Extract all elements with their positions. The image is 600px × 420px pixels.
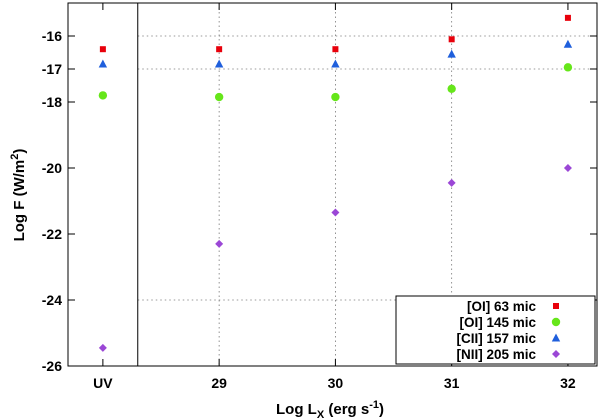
data-point-triangle [98, 59, 108, 68]
x-axis-title: Log LX (erg s-1) [276, 399, 384, 420]
x-tick-label: 30 [328, 375, 344, 391]
data-points [98, 14, 573, 352]
data-point-circle [214, 92, 224, 102]
data-point-circle [331, 92, 340, 102]
legend-marker-circle [551, 317, 561, 327]
data-point-diamond [98, 343, 107, 352]
legend-box [395, 295, 596, 365]
plot-frame [67, 2, 598, 367]
y-tick-label: -20 [42, 160, 62, 176]
data-point-square [448, 36, 455, 43]
legend-label: [CII] 157 mic [456, 331, 536, 346]
y-tick-label: -26 [42, 358, 62, 374]
legend-marker-triangle [551, 333, 561, 342]
data-point-diamond [215, 239, 224, 248]
y-tick-label: -17 [42, 61, 62, 77]
y-axis-title: Log F (W/m2) [9, 149, 28, 242]
legend-marker-diamond [552, 350, 560, 358]
legend-label: [OI] 63 mic [467, 299, 537, 314]
data-point-circle [98, 91, 108, 100]
data-point-triangle [331, 59, 340, 68]
y-tick-label: -22 [42, 226, 62, 242]
x-tick-label: 31 [444, 375, 460, 391]
y-tick-label: -18 [42, 94, 62, 110]
data-point-square [99, 46, 106, 53]
x-tick-label: UV [93, 375, 113, 391]
data-point-square [216, 46, 223, 53]
x-axis: UV 29 30 31 32 [93, 3, 576, 391]
data-point-diamond [563, 164, 572, 172]
x-tick-label: 32 [560, 375, 576, 391]
legend-marker-square [553, 303, 559, 309]
data-point-diamond [331, 208, 340, 217]
y-axis: -16 -17 -18 -20 -22 -24 -26 [42, 28, 597, 374]
legend: [OI] 63 mic[OI] 145 mic[CII] 157 mic[NII… [395, 295, 596, 365]
data-point-square [564, 14, 571, 21]
data-point-circle [447, 84, 456, 94]
legend-label: [NII] 205 mic [456, 347, 536, 362]
y-tick-label: -16 [42, 28, 62, 44]
data-point-circle [563, 63, 573, 72]
x-tick-label: 29 [211, 375, 227, 391]
data-point-square [332, 46, 339, 53]
data-point-diamond [447, 178, 456, 187]
data-point-triangle [563, 39, 573, 48]
y-tick-label: -24 [42, 292, 62, 308]
data-point-triangle [214, 59, 224, 68]
data-point-triangle [447, 49, 456, 58]
legend-label: [OI] 145 mic [459, 315, 536, 330]
